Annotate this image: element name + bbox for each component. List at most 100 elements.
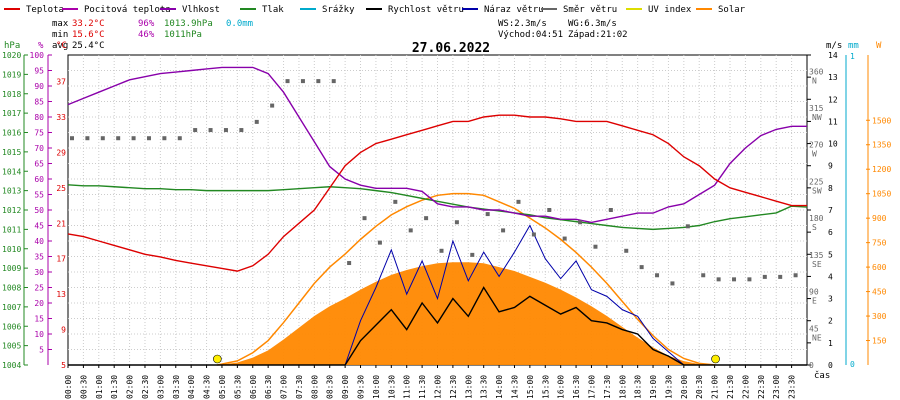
wind-direction-point — [70, 136, 74, 141]
x-tick-label: 11:30 — [418, 375, 427, 399]
wind-direction-point — [747, 277, 752, 282]
ms-tick-label: 10 — [828, 140, 838, 149]
dir-tick-label: 45 — [809, 324, 819, 333]
w-tick-label: 450 — [872, 288, 887, 297]
pct-tick-label: 70 — [34, 144, 44, 153]
stat-min-label: min — [52, 30, 68, 40]
legend-label: Náraz větru — [484, 5, 544, 15]
x-axis-label: čas — [814, 370, 830, 381]
x-tick-label: 22:30 — [757, 375, 766, 399]
celsius-tick-label: 9 — [61, 326, 66, 335]
wind-direction-point — [716, 277, 721, 282]
x-tick-label: 16:00 — [557, 375, 566, 399]
dir-tick-label: 180 — [809, 214, 824, 223]
pct-tick-label: 90 — [34, 82, 44, 91]
wind-direction-point — [316, 79, 321, 84]
hpa-tick-label: 1010 — [2, 245, 21, 254]
hpa-axis-label: hPa — [4, 41, 20, 51]
celsius-tick-label: 5 — [61, 361, 66, 370]
stat-max-temp: 33.2°C — [72, 19, 105, 29]
w-axis-label: W — [876, 41, 882, 51]
pct-tick-label: 25 — [34, 284, 44, 293]
x-tick-label: 13:00 — [464, 375, 473, 399]
stat-max-label: max — [52, 19, 69, 29]
pct-tick-label: 75 — [34, 129, 44, 138]
wind-direction-point — [778, 274, 783, 279]
x-tick-label: 21:30 — [726, 375, 735, 399]
series-line-temperature — [67, 114, 807, 272]
pct-tick-label: 85 — [34, 98, 44, 107]
x-tick-label: 20:30 — [695, 375, 704, 399]
dir-letter-label: S — [812, 223, 817, 232]
dir-tick-label: 0 — [809, 361, 814, 370]
x-tick-label: 18:30 — [634, 375, 643, 399]
w-tick-label: 150 — [872, 337, 887, 346]
stat-max-hum: 96% — [138, 19, 155, 29]
wind-direction-point — [239, 128, 244, 133]
ms-tick-label: 7 — [828, 206, 833, 215]
wind-direction-point — [578, 220, 583, 225]
pct-tick-label: 10 — [34, 330, 44, 339]
wind-direction-point — [439, 248, 444, 253]
wind-direction-point — [670, 281, 675, 286]
mm-tick-label: 0 — [850, 360, 855, 369]
hpa-tick-label: 1008 — [2, 284, 21, 293]
x-tick-label: 08:00 — [310, 375, 319, 399]
x-tick-label: 12:30 — [449, 375, 458, 399]
x-tick-label: 15:00 — [526, 375, 535, 399]
wind-direction-point — [793, 273, 798, 278]
hpa-tick-label: 1019 — [2, 70, 21, 79]
pct-axis-label: % — [38, 41, 44, 51]
x-tick-label: 05:30 — [233, 375, 242, 399]
x-tick-label: 12:00 — [434, 375, 443, 399]
solar-theoretical-line — [217, 192, 716, 366]
x-tick-label: 21:00 — [711, 375, 720, 399]
stat-min-hum: 46% — [138, 30, 155, 40]
wind-direction-point — [177, 136, 182, 141]
x-tick-label: 09:30 — [357, 375, 366, 399]
w-tick-label: 300 — [872, 312, 887, 321]
wind-direction-point — [408, 228, 413, 233]
stat-sunrise: Východ:04:51 — [498, 30, 563, 40]
ms-tick-label: 5 — [828, 250, 833, 259]
x-tick-label: 02:00 — [126, 375, 135, 399]
pct-tick-label: 20 — [34, 299, 44, 308]
wind-direction-point — [608, 208, 613, 212]
w-tick-label: 900 — [872, 214, 887, 223]
mm-axis-label: mm — [848, 41, 859, 51]
hpa-tick-label: 1007 — [2, 303, 21, 312]
hpa-tick-label: 1004 — [2, 361, 21, 370]
ms-tick-label: 14 — [828, 51, 838, 60]
wind-direction-point — [624, 248, 629, 253]
hpa-tick-label: 1016 — [2, 129, 21, 138]
dir-tick-label: 315 — [809, 104, 824, 113]
ms-tick-label: 2 — [828, 317, 833, 326]
legend-label: Srážky — [322, 5, 355, 15]
stat-max-press: 1013.9hPa — [164, 19, 213, 29]
hpa-tick-label: 1018 — [2, 90, 21, 99]
x-tick-label: 10:00 — [372, 375, 381, 399]
w-tick-label: 600 — [872, 263, 887, 272]
wind-direction-point — [254, 119, 259, 124]
wind-direction-point — [131, 136, 136, 141]
pct-tick-label: 60 — [34, 175, 44, 184]
legend-label: Pocitová teplota — [84, 5, 171, 15]
x-tick-label: 01:00 — [95, 375, 104, 399]
w-tick-label: 1200 — [872, 165, 891, 174]
wind-direction-point — [516, 199, 521, 204]
stat-max-rain: 0.0mm — [226, 19, 253, 29]
celsius-tick-label: 37 — [56, 78, 66, 87]
legend-label: Solar — [718, 5, 746, 15]
series-line-pressure — [67, 184, 808, 231]
stats-block: max 33.2°C 96% 1013.9hPa 0.0mm min 15.6°… — [52, 19, 628, 51]
ms-axis-label: m/s — [826, 41, 842, 51]
hpa-tick-label: 1009 — [2, 264, 21, 273]
hpa-tick-label: 1020 — [2, 51, 21, 60]
x-tick-label: 16:30 — [572, 375, 581, 399]
wind-direction-point — [593, 244, 598, 249]
x-tick-label: 06:00 — [249, 375, 258, 399]
sunrise-marker — [213, 354, 222, 364]
x-tick-label: 23:00 — [772, 375, 781, 399]
dir-letter-label: SW — [812, 186, 822, 195]
wind-direction-point — [162, 136, 167, 141]
